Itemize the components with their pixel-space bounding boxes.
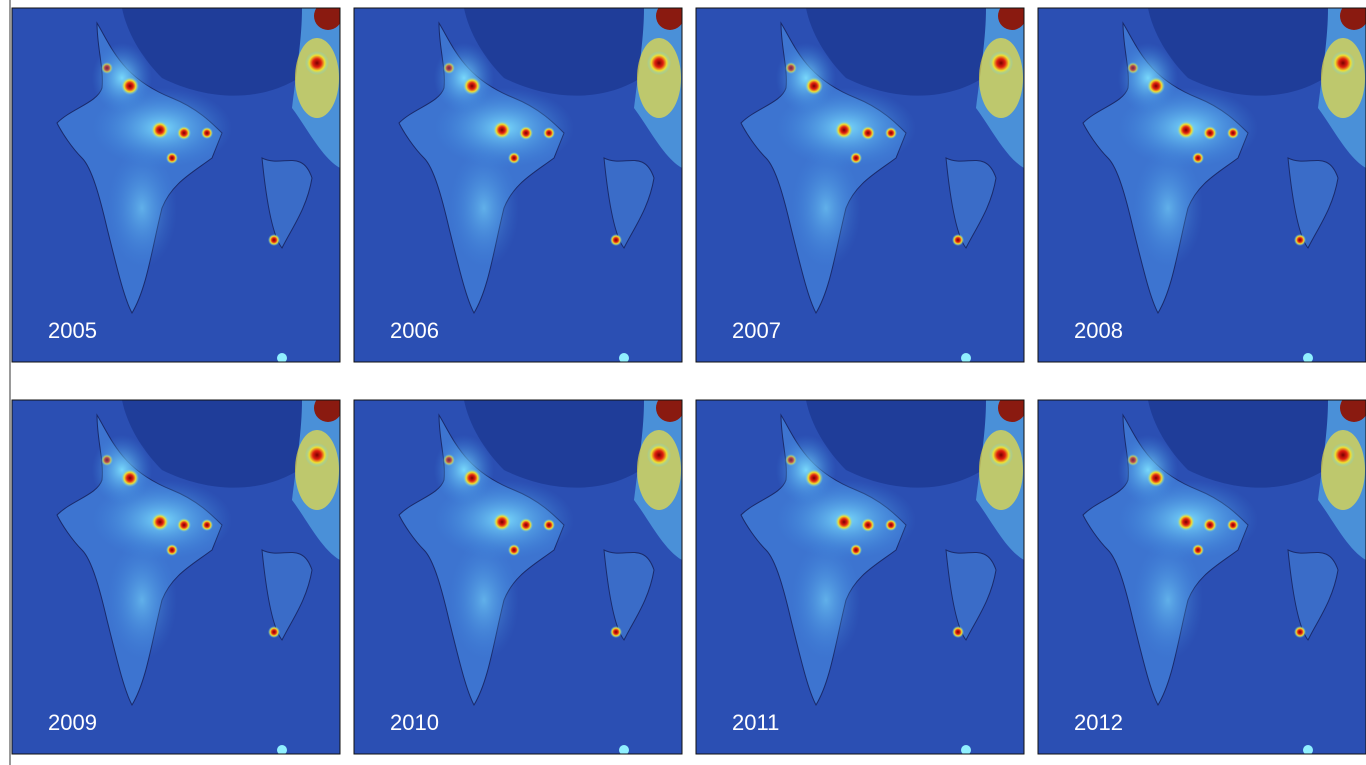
map-panel: 2007: [695, 7, 1025, 363]
panel-border: [11, 7, 341, 363]
night-lights-map: [696, 8, 1024, 362]
night-lights-map: [1038, 8, 1366, 362]
panel-border: [353, 7, 683, 363]
year-label: 2009: [48, 710, 97, 735]
map-panel: 2005: [11, 7, 341, 363]
year-label: 2007: [732, 318, 781, 343]
panel-border: [695, 7, 1025, 363]
year-label: 2008: [1074, 318, 1123, 343]
map-panel: 2012: [1037, 399, 1366, 755]
panel-border: [695, 399, 1025, 755]
year-label: 2010: [390, 710, 439, 735]
night-lights-map: [354, 8, 682, 362]
year-label: 2012: [1074, 710, 1123, 735]
map-panel: 2008: [1037, 7, 1366, 363]
year-label: 2005: [48, 318, 97, 343]
panel-border: [1037, 399, 1366, 755]
year-label: 2011: [732, 710, 779, 735]
panel-border: [1037, 7, 1366, 363]
map-panel: 2011: [695, 399, 1025, 755]
night-lights-map: [12, 8, 340, 362]
night-lights-map: [696, 400, 1024, 754]
night-lights-map: [1038, 400, 1366, 754]
night-lights-map: [12, 400, 340, 754]
panel-border: [353, 399, 683, 755]
night-lights-map: [354, 400, 682, 754]
map-panel: 2009: [11, 399, 341, 755]
map-panel: 2006: [353, 7, 683, 363]
map-panel: 2010: [353, 399, 683, 755]
panel-border: [11, 399, 341, 755]
year-label: 2006: [390, 318, 439, 343]
